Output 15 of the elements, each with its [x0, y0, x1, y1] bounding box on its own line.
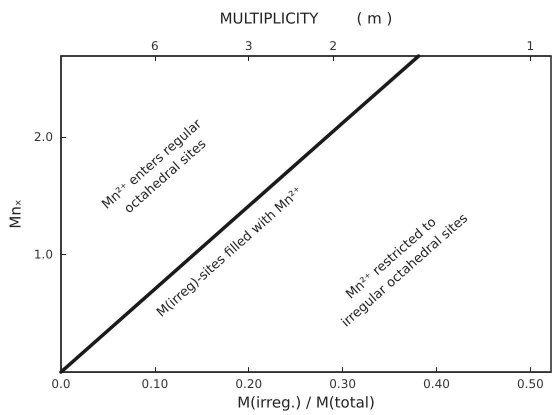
- x-tick-label: 0.20: [235, 377, 262, 392]
- y-tick-label: 1.0: [34, 248, 53, 262]
- y-tick-label: 2.0: [34, 130, 53, 144]
- x-axis-title: M(irreg.) / M(total): [237, 394, 375, 412]
- x-tick-label: 0.40: [423, 377, 450, 392]
- x-tick-label: 0.50: [516, 377, 544, 392]
- text: 1: [526, 39, 534, 53]
- x-tick-label: 0.0: [51, 377, 71, 392]
- text: 2: [329, 39, 338, 53]
- y-axis-title: Mnₓ: [6, 199, 24, 229]
- text: 3: [244, 39, 253, 53]
- x-tick-label: 0.30: [329, 377, 356, 392]
- text: 6: [151, 39, 159, 53]
- x2-axis-title: MULTIPLICITY ( m ): [220, 10, 392, 28]
- x-tick-label: 0.10: [141, 377, 168, 392]
